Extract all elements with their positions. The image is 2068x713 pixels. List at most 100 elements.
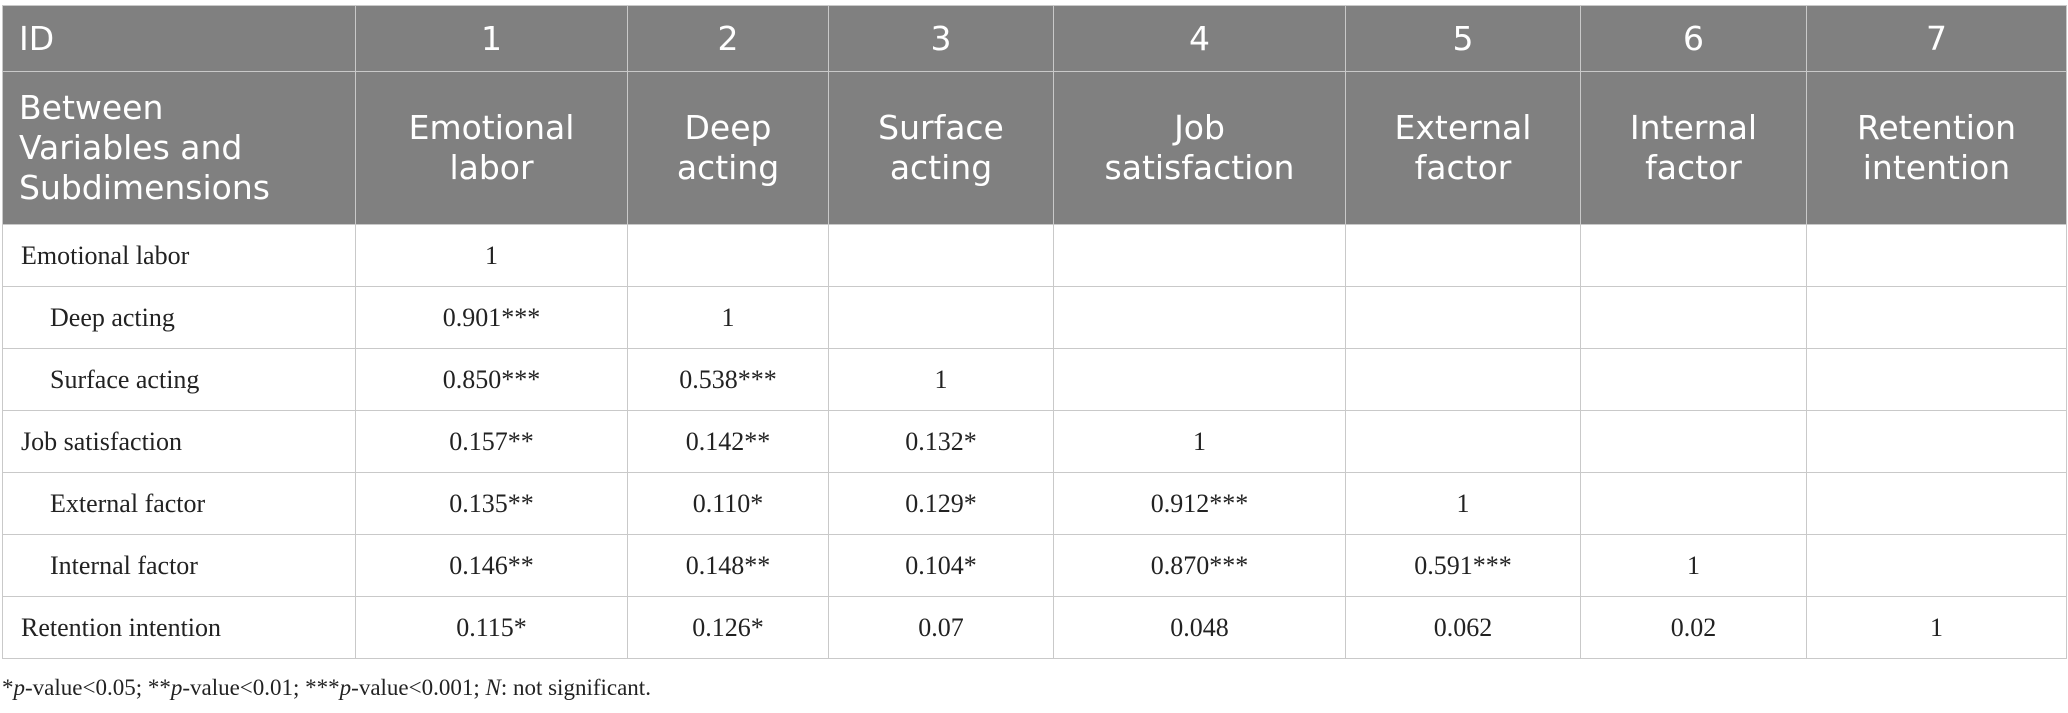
footnote-part: -value<0.05; ** — [25, 675, 171, 700]
correlation-cell: 0.132* — [828, 410, 1054, 473]
table-footnote: *p-value<0.05; **p-value<0.01; ***p-valu… — [2, 675, 651, 701]
table-header: ID 1 2 3 4 5 6 7 Between Variables and Subdimensi… — [2, 5, 2067, 225]
footnote-part: p — [170, 675, 183, 700]
footnote-part: N — [485, 675, 501, 700]
row-label: Deep acting — [2, 286, 356, 349]
table-row: Retention intention 0.115* 0.126* 0.07 0.048… — [2, 596, 2067, 659]
row-label: Surface acting — [2, 348, 356, 411]
row-label: Job satisfaction — [2, 410, 356, 473]
correlation-cell — [1580, 348, 1807, 411]
correlation-cell — [828, 224, 1054, 287]
row-label: Emotional labor — [2, 224, 356, 287]
header-column-id: 2 — [627, 5, 829, 72]
correlation-cell: 0.115* — [355, 596, 628, 659]
header-name-row: Between Variables and Subdimensions Emotion… — [2, 71, 2067, 225]
correlation-cell: 0.146** — [355, 534, 628, 597]
correlation-cell: 1 — [355, 224, 628, 287]
correlation-cell — [1806, 534, 2067, 597]
correlation-cell — [1806, 286, 2067, 349]
correlation-cell: 1 — [1580, 534, 1807, 597]
correlation-cell: 0.157** — [355, 410, 628, 473]
correlation-cell: 1 — [828, 348, 1054, 411]
header-line: Internal — [1629, 108, 1758, 147]
correlation-cell: 0.062 — [1345, 596, 1581, 659]
header-column-name: Internal factor — [1580, 71, 1807, 225]
table-row: Surface acting 0.850*** 0.538*** 1 — [2, 348, 2067, 411]
table-row: Emotional labor 1 — [2, 224, 2067, 287]
correlation-cell: 0.850*** — [355, 348, 628, 411]
correlation-cell: 0.02 — [1580, 596, 1807, 659]
table-row: Deep acting 0.901*** 1 — [2, 286, 2067, 349]
correlation-cell: 1 — [1053, 410, 1346, 473]
header-line: Deep — [684, 108, 772, 147]
header-column-id: 6 — [1580, 5, 1807, 72]
header-line: factor — [1645, 148, 1742, 187]
header-id-label: ID — [2, 5, 356, 72]
footnote-part: -value<0.01; *** — [182, 675, 340, 700]
correlation-cell — [627, 224, 829, 287]
correlation-cell — [1806, 224, 2067, 287]
correlation-table: ID 1 2 3 4 5 6 7 Between Variables and Subdimensi… — [2, 5, 2067, 659]
correlation-cell — [1806, 472, 2067, 535]
correlation-cell: 0.591*** — [1345, 534, 1581, 597]
header-line: Emotional — [408, 108, 575, 147]
correlation-cell — [1580, 286, 1807, 349]
correlation-cell: 0.129* — [828, 472, 1054, 535]
header-line: Between — [19, 88, 164, 127]
correlation-cell — [1053, 286, 1346, 349]
correlation-cell: 0.538*** — [627, 348, 829, 411]
header-id-row: ID 1 2 3 4 5 6 7 — [2, 5, 2067, 72]
footnote-part: : not significant. — [500, 675, 651, 700]
table-body: Emotional labor 1 Deep acting 0.901*** 1 Surf… — [2, 224, 2067, 659]
correlation-cell — [1345, 410, 1581, 473]
correlation-cell — [1345, 348, 1581, 411]
correlation-cell: 0.048 — [1053, 596, 1346, 659]
header-column-name: External factor — [1345, 71, 1581, 225]
header-column-name: Retention intention — [1806, 71, 2067, 225]
header-column-name: Deep acting — [627, 71, 829, 225]
footnote-part: p — [13, 675, 26, 700]
table-row: Job satisfaction 0.157** 0.142** 0.132* 1 — [2, 410, 2067, 473]
header-line: acting — [676, 148, 780, 187]
header-line: Variables and — [19, 128, 243, 167]
header-column-name: Surface acting — [828, 71, 1054, 225]
header-column-name: Emotional labor — [355, 71, 628, 225]
correlation-cell — [1345, 286, 1581, 349]
table-row: Internal factor 0.146** 0.148** 0.104* 0.870… — [2, 534, 2067, 597]
correlation-cell: 0.126* — [627, 596, 829, 659]
header-line: Subdimensions — [19, 168, 270, 207]
correlation-cell: 1 — [627, 286, 829, 349]
correlation-cell — [1806, 348, 2067, 411]
row-label: Retention intention — [2, 596, 356, 659]
row-label: External factor — [2, 472, 356, 535]
header-line: satisfaction — [1104, 148, 1295, 187]
header-line: acting — [889, 148, 993, 187]
header-column-id: 3 — [828, 5, 1054, 72]
header-row-label-title: Between Variables and Subdimensions — [2, 71, 356, 225]
correlation-cell: 0.870*** — [1053, 534, 1346, 597]
row-label: Internal factor — [2, 534, 356, 597]
correlation-cell: 0.901*** — [355, 286, 628, 349]
correlation-cell — [1053, 224, 1346, 287]
correlation-cell: 0.104* — [828, 534, 1054, 597]
header-line: Job — [1174, 108, 1225, 147]
correlation-cell: 0.135** — [355, 472, 628, 535]
header-column-id: 7 — [1806, 5, 2067, 72]
header-line: intention — [1862, 148, 2011, 187]
correlation-cell — [1345, 224, 1581, 287]
header-column-id: 5 — [1345, 5, 1581, 72]
header-column-id: 1 — [355, 5, 628, 72]
table-row: External factor 0.135** 0.110* 0.129* 0.912*… — [2, 472, 2067, 535]
correlation-cell — [828, 286, 1054, 349]
correlation-cell: 1 — [1806, 596, 2067, 659]
correlation-cell: 0.148** — [627, 534, 829, 597]
correlation-cell: 0.142** — [627, 410, 829, 473]
header-line: External — [1394, 108, 1532, 147]
correlation-cell: 0.912*** — [1053, 472, 1346, 535]
header-column-id: 4 — [1053, 5, 1346, 72]
header-line: labor — [449, 148, 534, 187]
header-line: Surface — [878, 108, 1004, 147]
correlation-cell — [1806, 410, 2067, 473]
correlation-cell — [1580, 224, 1807, 287]
header-line: factor — [1414, 148, 1512, 187]
